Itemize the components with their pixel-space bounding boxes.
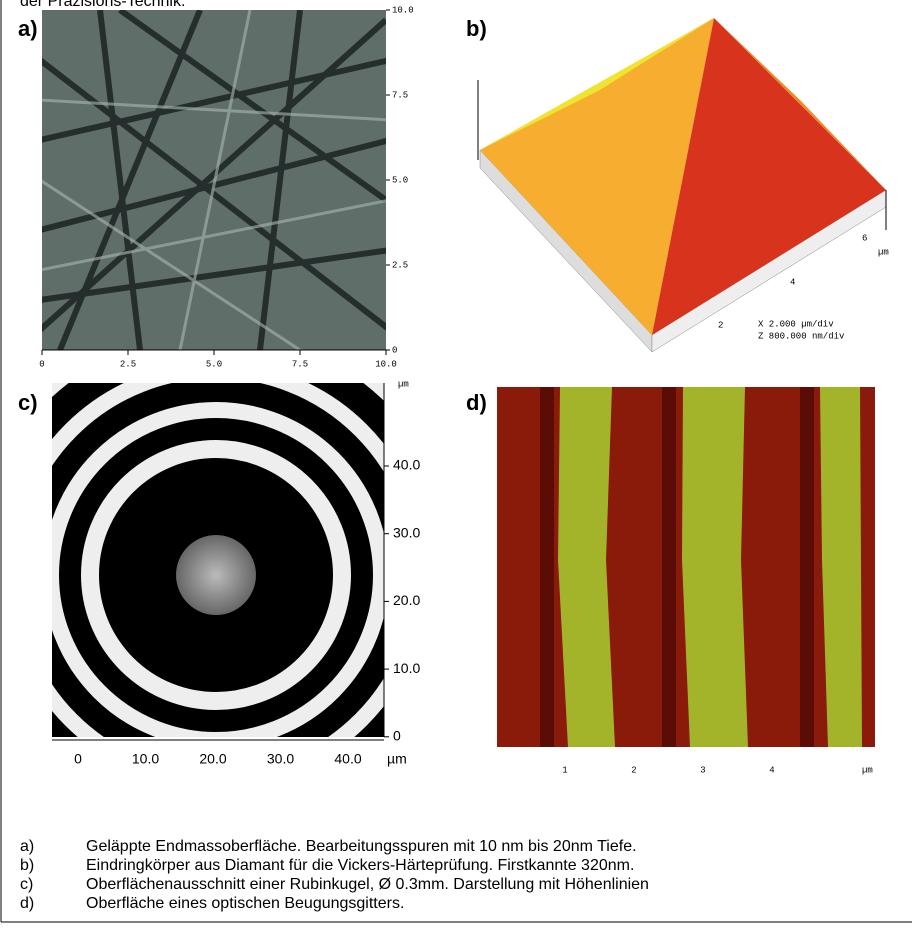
- x-tick-label: 7.5: [292, 359, 308, 369]
- x-tick-label: 1: [562, 765, 567, 775]
- caption-text: Geläppte Endmassoberfläche. Bearbeitungs…: [86, 838, 637, 855]
- b-scale-x: X 2.000 µm/div: [758, 319, 834, 329]
- caption-text: Eindringkörper aus Diamant für die Vicke…: [86, 857, 634, 874]
- y-tick-label: 0: [392, 345, 397, 355]
- image-a: [40, 10, 390, 350]
- x-tick-label: 2.5: [120, 359, 136, 369]
- y-tick-label: 10.0: [393, 660, 420, 676]
- header-text: der Präzisions-Technik.: [20, 0, 185, 10]
- caption-letter: b): [20, 857, 34, 874]
- caption-letter: d): [20, 895, 34, 912]
- x-tick-label: 20.0: [199, 751, 226, 767]
- image-b: [478, 18, 886, 352]
- image-d: [497, 387, 875, 747]
- x-unit: µm: [387, 751, 407, 767]
- caption-letter: a): [20, 838, 34, 855]
- y-tick-label: 0: [393, 728, 401, 744]
- b-tick: 2: [718, 320, 723, 330]
- x-tick-label: 40.0: [334, 751, 361, 767]
- b-scale-z: Z 800.000 nm/div: [758, 331, 845, 341]
- x-tick-label: 10.0: [132, 751, 159, 767]
- panel-label: d): [466, 390, 487, 415]
- x-tick-label: 30.0: [267, 751, 294, 767]
- b-tick: 6: [862, 233, 867, 243]
- b-unit: µm: [878, 247, 889, 257]
- panel-label: a): [18, 16, 38, 41]
- x-unit: µm: [862, 765, 873, 775]
- y-tick-label: 40.0: [393, 457, 420, 473]
- caption-text: Oberfläche eines optischen Beugungsgitte…: [86, 895, 404, 912]
- x-tick-label: 4: [769, 765, 774, 775]
- captions: a) Geläppte Endmassoberfläche. Bearbeitun…: [20, 838, 649, 912]
- x-tick-label: 10.0: [375, 359, 397, 369]
- panel-label: c): [18, 390, 38, 415]
- x-tick-label: 3: [700, 765, 705, 775]
- figure: der Präzisions-Technik. a) b) 6 4 2 µm X…: [0, 0, 912, 924]
- caption-letter: c): [20, 876, 33, 893]
- x-tick-label: 2: [631, 765, 636, 775]
- b-tick: 4: [790, 277, 795, 287]
- y-tick-label: 7.5: [392, 90, 408, 100]
- caption-text: Oberflächenausschnitt einer Rubinkugel, …: [86, 876, 649, 893]
- x-tick-label: 0: [39, 359, 44, 369]
- y-tick-label: 30.0: [393, 524, 420, 540]
- y-tick-label: 10.0: [392, 5, 414, 15]
- y-tick-label: 20.0: [393, 592, 420, 608]
- y-tick-label: 5.0: [392, 175, 408, 185]
- panel-label: b): [466, 16, 487, 41]
- page: der Präzisions-Technik. a) b) 6 4 2 µm X…: [0, 0, 912, 929]
- y-tick-label: 2.5: [392, 260, 408, 270]
- x-tick-label: 5.0: [206, 359, 222, 369]
- x-unit: µm: [398, 379, 409, 389]
- x-tick-label: 0: [74, 751, 82, 767]
